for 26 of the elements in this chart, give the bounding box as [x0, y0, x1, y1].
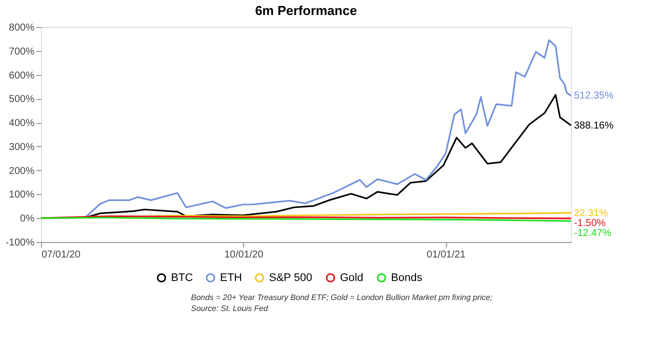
y-tick-label: 0%	[20, 214, 35, 225]
y-tick-label: 700%	[8, 46, 35, 58]
legend-label: Gold	[340, 272, 364, 284]
annotation: -1.50%	[574, 218, 606, 229]
annotation: 22.31%	[574, 208, 608, 219]
y-tick-label: 800%	[8, 22, 35, 34]
legend-label: ETH	[220, 272, 242, 284]
annotation: 512.35%	[574, 90, 614, 102]
y-tick-label: 200%	[8, 166, 35, 177]
legend-label: S&P 500	[269, 272, 312, 284]
x-tick-label: 10/01/20	[224, 250, 264, 260]
y-tick-label: 300%	[8, 142, 35, 153]
y-tick-label: 500%	[8, 94, 35, 106]
y-tick-label: 400%	[8, 118, 35, 130]
y-tick-label: 600%	[8, 70, 35, 82]
source-note: Source: St. Louis Fed	[191, 304, 268, 313]
y-tick-label: -100%	[6, 238, 35, 248]
legend-label: Bonds	[391, 272, 423, 284]
x-tick-label: 07/01/20	[42, 250, 81, 260]
chart-title: 6m Performance	[255, 3, 357, 18]
text: Bonds = 20+ Year Treasury Bond ETF; Gold = London Bullion Market pm fixing price;	[191, 293, 492, 302]
legend-label: BTC	[171, 272, 194, 284]
y-tick-label: 100%	[8, 190, 35, 201]
annotation: 388.16%	[574, 120, 614, 132]
x-tick-label: 01/01/21	[426, 250, 466, 260]
annotation: -12.47%	[574, 228, 612, 239]
